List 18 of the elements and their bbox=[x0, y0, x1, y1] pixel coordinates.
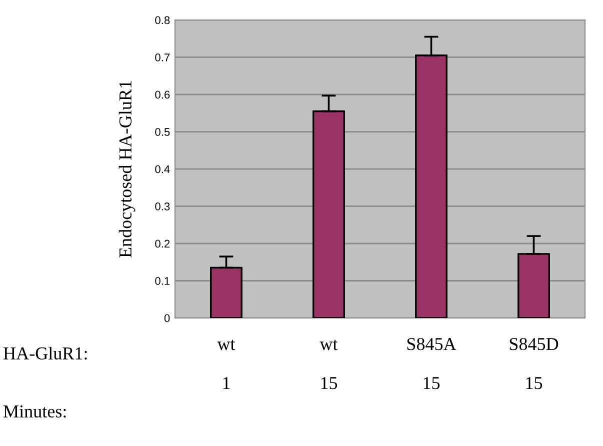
bar bbox=[415, 54, 448, 318]
y-tick-label: 0.5 bbox=[155, 128, 170, 136]
category-label: S845A 15 bbox=[407, 338, 456, 390]
bar bbox=[518, 253, 550, 318]
text: HA-GluR1: bbox=[4, 346, 87, 360]
y-tick-label: 0.8 bbox=[155, 16, 170, 24]
category-label: wt 15 bbox=[320, 340, 338, 390]
y-tick-label: 0.1 bbox=[155, 277, 170, 285]
y-tick-label: 0.4 bbox=[155, 165, 170, 174]
y-axis-title: Endocytosed HA-GluR1 bbox=[118, 81, 136, 258]
y-tick-label: 0.7 bbox=[155, 54, 170, 62]
y-tick-label: 0.6 bbox=[155, 90, 170, 99]
category-label: wt 1 bbox=[217, 340, 236, 389]
category-label: S845D 15 bbox=[510, 338, 558, 390]
text: Minutes: bbox=[4, 405, 66, 418]
y-tick-label: 0.2 bbox=[155, 240, 170, 248]
y-tick-label: 0.3 bbox=[155, 202, 170, 210]
y-tick-label: 0 bbox=[164, 314, 170, 322]
